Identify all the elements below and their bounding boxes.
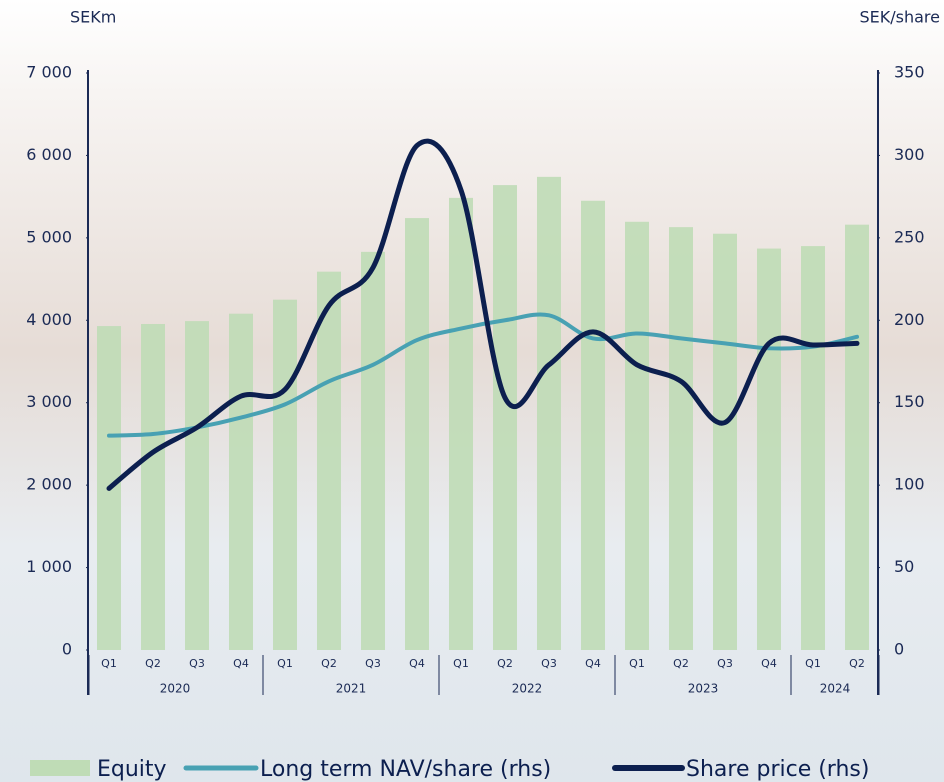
- y-tick-label: 5 000: [26, 227, 72, 246]
- bar: [757, 248, 781, 650]
- x-tick-label: Q2: [673, 657, 689, 670]
- bar: [581, 200, 605, 650]
- legend-label: Share price (rhs): [686, 757, 869, 782]
- x-tick-label: Q1: [277, 657, 293, 670]
- y2-tick-label: 300: [894, 145, 925, 164]
- y-tick-label: 3 000: [26, 392, 72, 411]
- legend-label: Long term NAV/share (rhs): [260, 757, 551, 782]
- bar: [405, 218, 429, 650]
- bar: [141, 323, 165, 650]
- y2-axis-label: SEK/share: [860, 8, 941, 27]
- y2-tick-label: 50: [894, 557, 914, 576]
- legend-label: Equity: [97, 757, 167, 782]
- y2-tick-label: 0: [894, 640, 904, 659]
- x-tick-label: Q1: [453, 657, 469, 670]
- y2-tick-label: 100: [894, 475, 925, 494]
- bar: [273, 299, 297, 650]
- x-group-label: 2020: [160, 682, 191, 696]
- x-group-label: 2024: [820, 682, 851, 696]
- x-tick-label: Q2: [321, 657, 337, 670]
- x-tick-label: Q1: [629, 657, 645, 670]
- x-tick-label: Q1: [101, 657, 117, 670]
- bar: [845, 224, 869, 650]
- y2-tick-label: 200: [894, 310, 925, 329]
- x-tick-label: Q4: [233, 657, 249, 670]
- y2-tick-label: 250: [894, 227, 925, 246]
- bar: [449, 197, 473, 651]
- x-tick-label: Q2: [849, 657, 865, 670]
- bar: [625, 221, 649, 650]
- y-axis-label: SEKm: [70, 8, 116, 27]
- bar: [801, 246, 825, 650]
- x-tick-label: Q2: [145, 657, 161, 670]
- bar: [493, 185, 517, 651]
- bar: [361, 251, 385, 650]
- bar: [229, 313, 253, 650]
- bar: [713, 233, 737, 650]
- y2-tick-label: 150: [894, 392, 925, 411]
- x-group-label: 2023: [688, 682, 719, 696]
- x-tick-label: Q1: [805, 657, 821, 670]
- y-tick-label: 7 000: [26, 63, 72, 82]
- y-tick-label: 2 000: [26, 475, 72, 494]
- x-tick-label: Q4: [585, 657, 601, 670]
- x-tick-label: Q2: [497, 657, 513, 670]
- x-tick-label: Q4: [409, 657, 425, 670]
- x-tick-label: Q3: [717, 657, 733, 670]
- line: [106, 138, 860, 491]
- bar: [669, 227, 693, 651]
- line: [107, 312, 859, 438]
- y-tick-label: 4 000: [26, 310, 72, 329]
- x-tick-label: Q3: [365, 657, 381, 670]
- x-tick-label: Q3: [541, 657, 557, 670]
- bar: [317, 271, 341, 650]
- y-tick-label: 6 000: [26, 145, 72, 164]
- x-tick-label: Q3: [189, 657, 205, 670]
- y-tick-label: 1 000: [26, 557, 72, 576]
- x-tick-label: Q4: [761, 657, 777, 670]
- x-group-label: 2021: [336, 682, 367, 696]
- bar: [185, 321, 209, 650]
- legend-swatch: [30, 760, 90, 776]
- bar: [537, 176, 561, 651]
- y2-tick-label: 350: [894, 63, 925, 82]
- x-group-label: 2022: [512, 682, 543, 696]
- y-tick-label: 0: [62, 640, 72, 659]
